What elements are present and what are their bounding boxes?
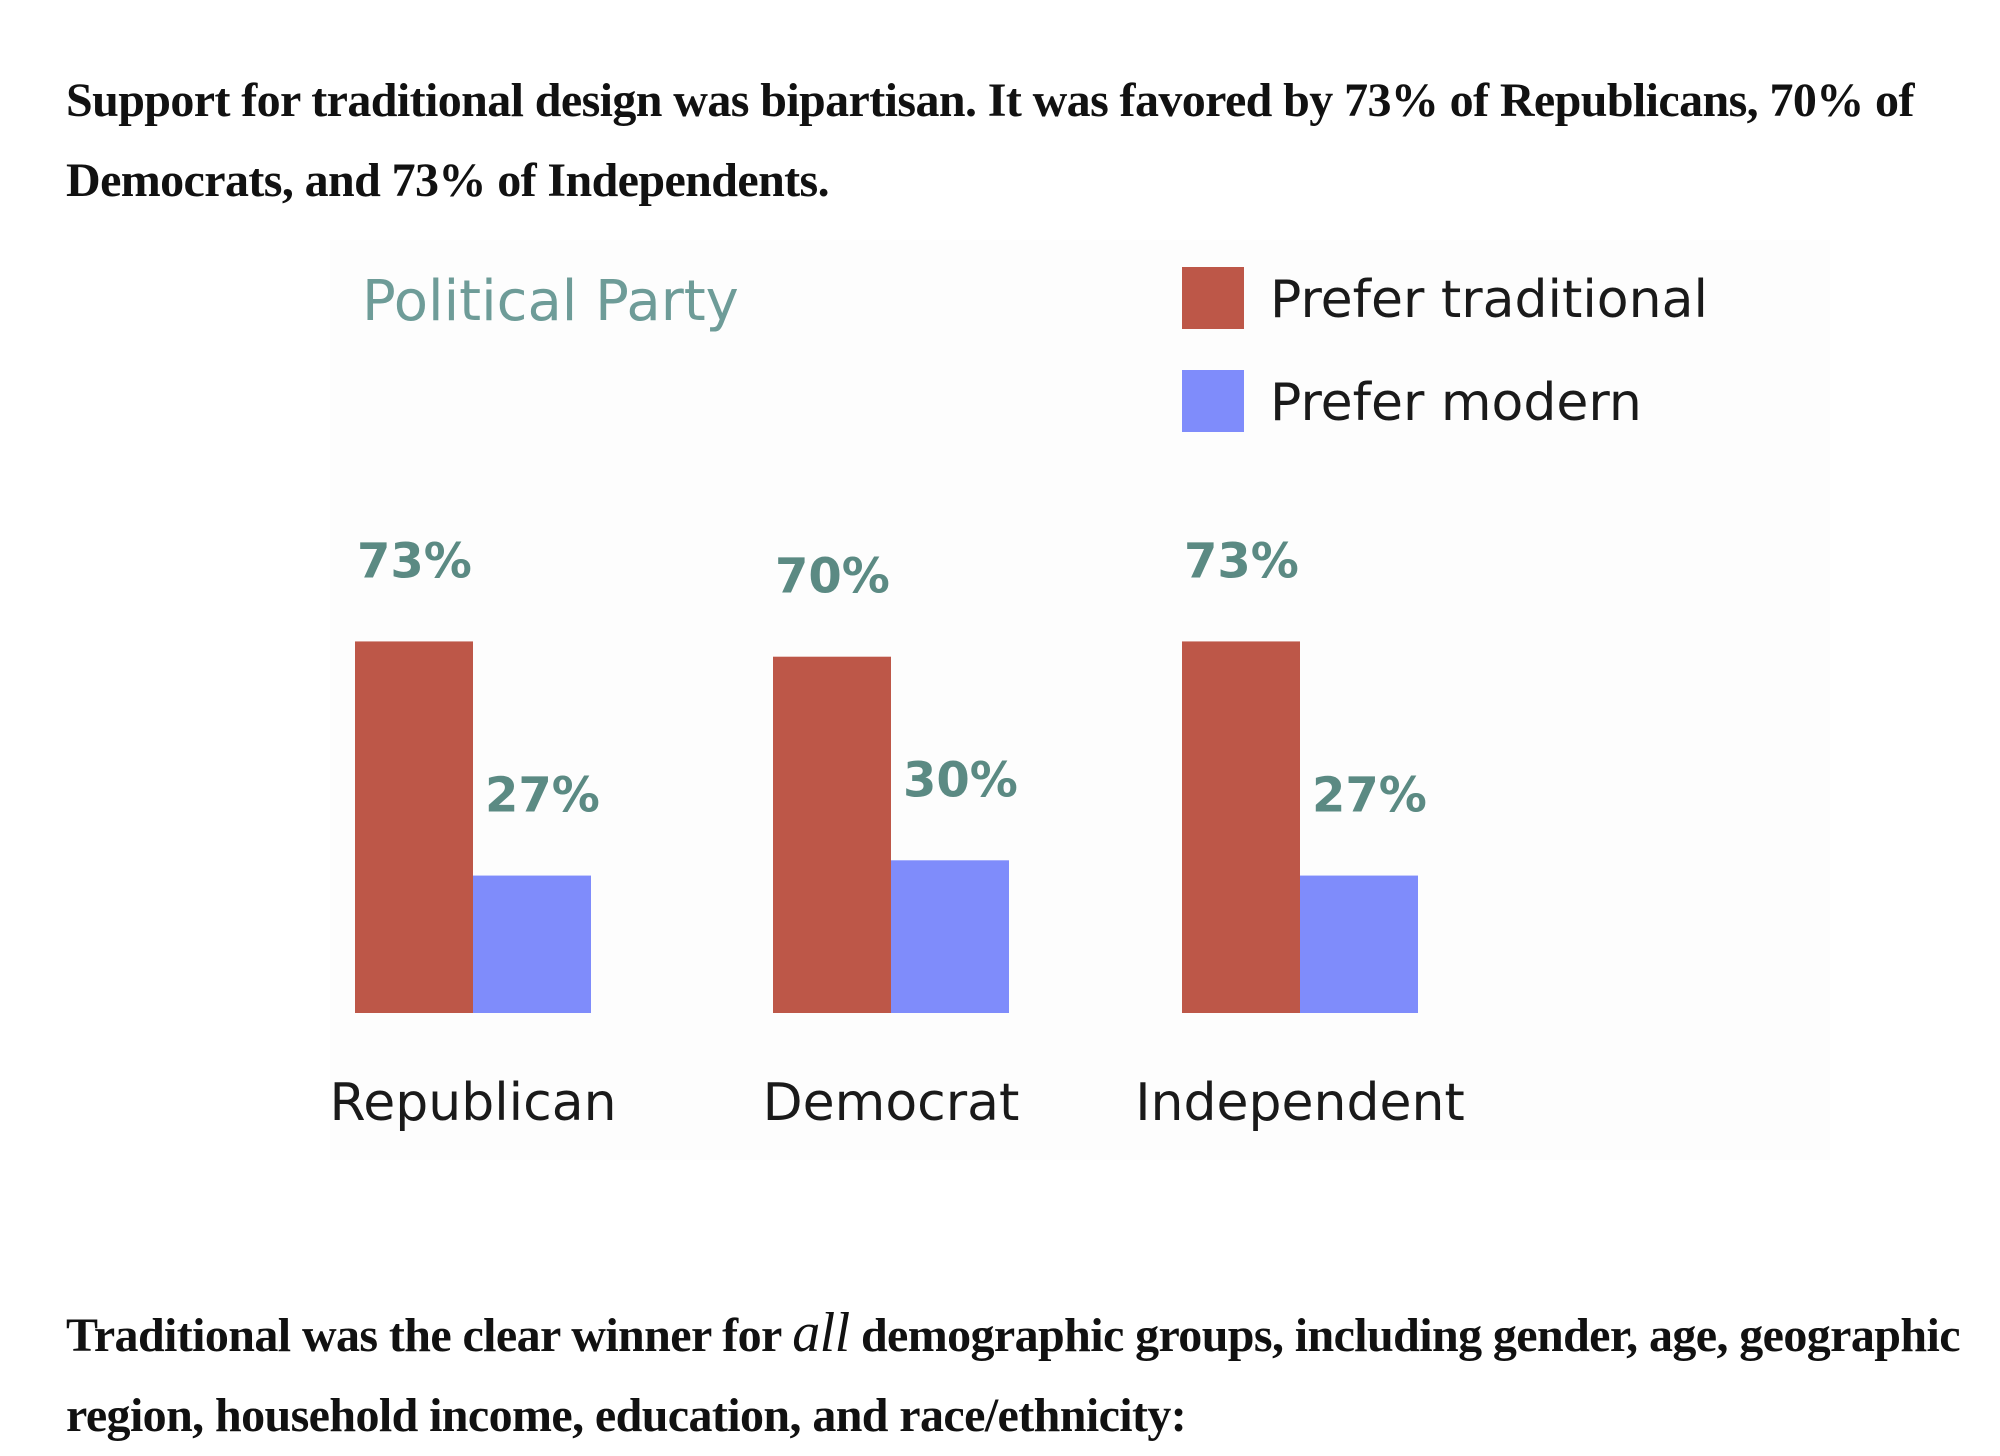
- chart-title: Political Party: [362, 269, 739, 334]
- legend-label-modern: Prefer modern: [1270, 373, 1642, 433]
- value-label-independent-traditional: 73%: [1184, 533, 1299, 589]
- bar-democrat-modern: [891, 860, 1009, 1013]
- legend: Prefer traditional Prefer modern: [1182, 267, 1708, 433]
- demographics-paragraph: Traditional was the clear winner for all…: [66, 1293, 1996, 1456]
- value-label-republican-modern: 27%: [485, 768, 600, 824]
- bars: [355, 641, 1418, 1013]
- intro-paragraph: Support for traditional design was bipar…: [66, 74, 1914, 207]
- value-label-republican-traditional: 73%: [357, 533, 472, 589]
- legend-swatch-modern: [1182, 370, 1244, 432]
- category-label-republican: Republican: [330, 1073, 617, 1133]
- category-label-democrat: Democrat: [763, 1073, 1020, 1133]
- bar-republican-traditional: [355, 641, 473, 1013]
- category-labels: Republican Democrat Independent: [330, 1073, 1465, 1133]
- bar-chart-svg: Political Party Prefer traditionalPrefer…: [330, 267, 1708, 1133]
- bar-democrat-traditional: [773, 656, 891, 1013]
- bar-independent-traditional: [1182, 641, 1300, 1013]
- paragraph-text-start: Traditional was the clear winner for: [66, 1309, 793, 1362]
- bar-independent-modern: [1300, 875, 1418, 1013]
- category-label-independent: Independent: [1135, 1073, 1465, 1133]
- legend-swatch-traditional: [1182, 267, 1244, 329]
- bar-republican-modern: [473, 875, 591, 1013]
- political-party-chart: Political Party Prefer traditional Prefer…: [330, 240, 1830, 1160]
- value-label-democrat-traditional: 70%: [775, 549, 890, 605]
- legend-label-traditional: Prefer traditional: [1270, 270, 1708, 330]
- emphasis-all: all: [792, 1302, 850, 1364]
- value-labels: 73% 27% 70% 30% 73% 27%: [357, 533, 1427, 823]
- value-label-independent-modern: 27%: [1312, 768, 1427, 824]
- value-label-democrat-modern: 30%: [903, 752, 1018, 808]
